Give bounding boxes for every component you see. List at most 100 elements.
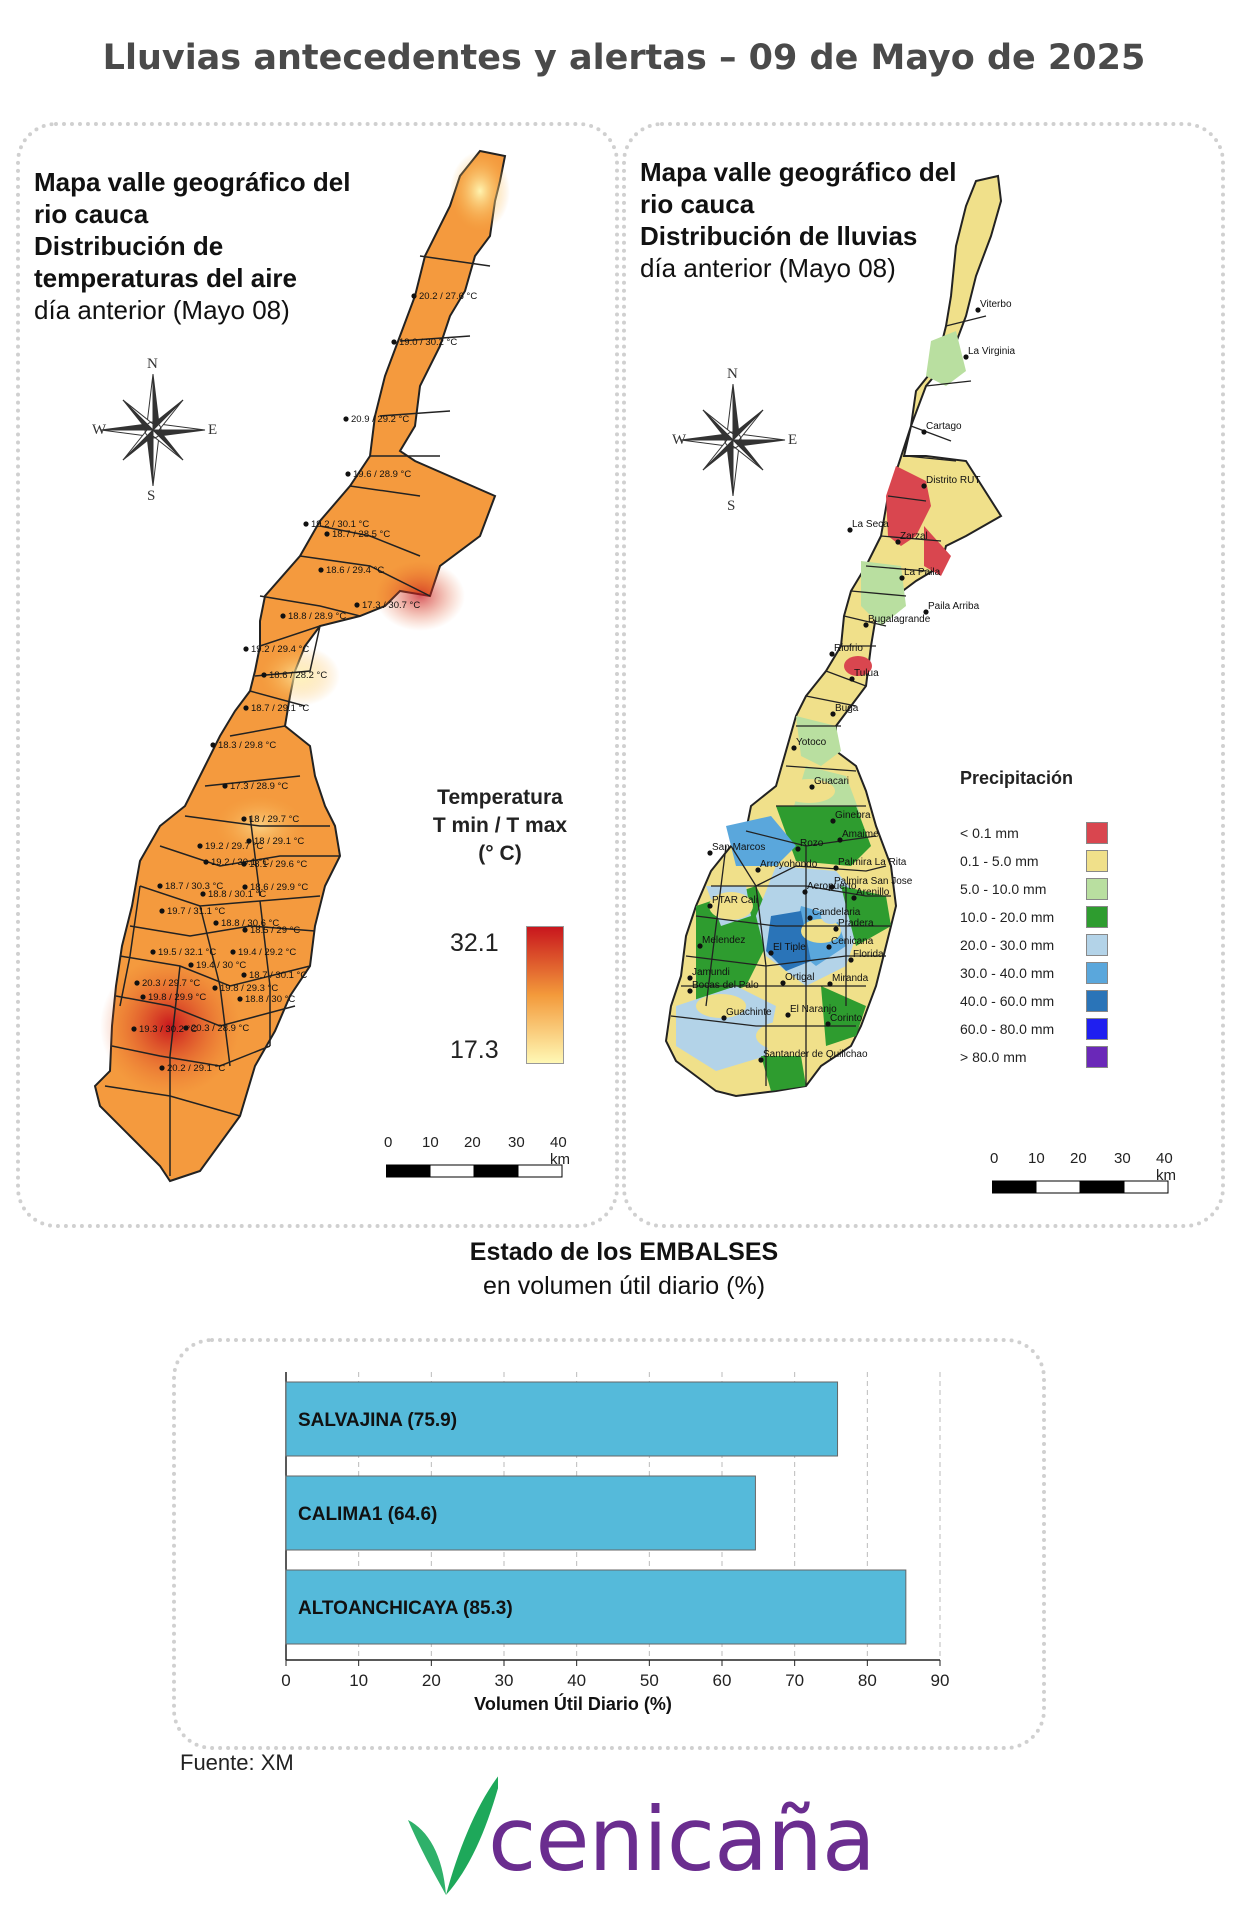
place-dot: [863, 622, 869, 628]
place-label: Distrito RUT: [926, 475, 980, 486]
temp-legend-title-1: Temperatura: [437, 786, 563, 809]
station-dot: [345, 471, 351, 477]
place-label: Amaime: [842, 829, 879, 840]
station-dot: [183, 1025, 189, 1031]
place-dot: [830, 711, 836, 717]
place-label: La Paila: [904, 567, 941, 578]
station-label: 19.2 / 30.1 °C: [311, 519, 369, 530]
station-label: 19.3 / 30.2 °C: [139, 1024, 197, 1035]
station-dot: [242, 927, 248, 933]
precip-legend-swatch: [1086, 878, 1108, 900]
bar-label: CALIMA1 (64.6): [298, 1504, 437, 1525]
place-label: PTAR Cali: [712, 895, 758, 906]
place-label: Ortigal: [785, 972, 814, 983]
reservoirs-subtitle: en volumen útil diario (%): [482, 1272, 766, 1300]
x-tick-label: 10: [349, 1671, 368, 1690]
station-label: 17.3 / 28.9 °C: [230, 781, 288, 792]
place-label: Rozo: [800, 838, 824, 849]
temp-scale-labels: 0 10 20 30 40 km: [384, 1134, 584, 1168]
source-note: Fuente: XM: [180, 1750, 294, 1775]
x-axis-title: Volumen Útil Diario (%): [474, 1693, 672, 1714]
rain-title-line3: Distribución de lluvias: [640, 221, 918, 251]
station-label: 18.8 / 30.6 °C: [221, 918, 279, 929]
precip-legend-swatch: [1086, 822, 1108, 844]
station-label: 18.5 / 29 °C: [250, 925, 300, 936]
station-dot: [318, 567, 324, 573]
station-dot: [237, 996, 243, 1002]
station-dot: [159, 908, 165, 914]
place-label: El Naranjo: [790, 1004, 837, 1015]
station-dot: [157, 883, 163, 889]
precip-legend-item: 5.0 - 10.0 mm: [960, 878, 1120, 902]
precip-legend-swatch: [1086, 934, 1108, 956]
valley-shape-temperature: [93, 149, 507, 1183]
place-dot: [921, 429, 927, 435]
station-dot: [243, 646, 249, 652]
scale-tick-30: 30: [508, 1134, 525, 1151]
station-label: 18.8 / 30 °C: [245, 994, 295, 1005]
place-label: Palmira La Rita: [838, 857, 907, 868]
precip-legend-swatch: [1086, 1018, 1108, 1040]
station-dot: [222, 783, 228, 789]
place-dot: [849, 676, 855, 682]
place-label: Tulua: [854, 668, 879, 679]
station-dot: [210, 742, 216, 748]
station-dot: [243, 705, 249, 711]
place-label: Guacari: [814, 776, 849, 787]
leaf-logo-icon: [408, 1776, 498, 1895]
place-label: La Virginia: [968, 346, 1016, 357]
precip-legend-item: < 0.1 mm: [960, 822, 1120, 846]
precip-legend-label: 0.1 - 5.0 mm: [960, 853, 1039, 869]
place-dot: [833, 926, 839, 932]
station-dot: [159, 1065, 165, 1071]
temperature-map: 20.2 / 27.6 °C 19.0 / 30.2 °C 20.9 / 29.2 …: [93, 149, 510, 1183]
place-dot: [721, 1015, 727, 1021]
x-tick-label: 50: [640, 1671, 659, 1690]
station-label: 20.9 / 29.2 °C: [351, 414, 409, 425]
bar-label: ALTOANCHICAYA (85.3): [298, 1598, 513, 1619]
compass-e-label: E: [208, 422, 218, 438]
station-label: 20.3 / 28.9 °C: [191, 1023, 249, 1034]
place-dot: [758, 1057, 764, 1063]
scale-tick-20: 20: [1070, 1150, 1087, 1167]
station-label: 18.6 / 28.2 °C: [269, 670, 327, 681]
temp-title-line5: día anterior (Mayo 08): [34, 295, 290, 325]
station-label: 18.7 / 29.1 °C: [251, 703, 309, 714]
rain-title-line2: rio cauca: [640, 189, 755, 219]
precip-legend-item: 30.0 - 40.0 mm: [960, 962, 1120, 986]
place-label: Florida: [853, 949, 884, 960]
place-dot: [895, 539, 901, 545]
precip-legend-label: < 0.1 mm: [960, 825, 1019, 841]
place-dot: [802, 889, 808, 895]
place-dot: [791, 745, 797, 751]
temp-title-line1: Mapa valle geográfico del: [34, 167, 351, 197]
place-label: La Seca: [852, 519, 889, 530]
precip-legend-swatch: [1086, 962, 1108, 984]
station-label: 18.8 / 30.1 °C: [208, 889, 266, 900]
scale-tick-10: 10: [422, 1134, 439, 1151]
place-dot: [847, 527, 853, 533]
place-label: Corinto: [830, 1013, 863, 1024]
station-label: 20.2 / 27.6 °C: [419, 291, 477, 302]
place-dot: [795, 846, 801, 852]
place-label: Guachinte: [726, 1007, 772, 1018]
place-label: Riofrio: [834, 643, 863, 654]
x-tick-label: 40: [567, 1671, 586, 1690]
station-dot: [213, 920, 219, 926]
station-dot: [203, 859, 209, 865]
station-label: 19.4 / 29.2 °C: [238, 947, 296, 958]
station-dot: [212, 985, 218, 991]
temp-scale-bar: [386, 1164, 563, 1178]
station-label: 18.7 / 30.3 °C: [165, 881, 223, 892]
place-label: Arenillo: [856, 887, 890, 898]
scale-tick-10: 10: [1028, 1150, 1045, 1167]
compass-rose-icon: N S W E: [670, 366, 800, 516]
scale-tick-30: 30: [1114, 1150, 1131, 1167]
station-label: 18.1 / 29.6 °C: [249, 859, 307, 870]
place-label: Arroyohondo: [760, 859, 818, 870]
precip-legend-item: 20.0 - 30.0 mm: [960, 934, 1120, 958]
precip-legend-label: 20.0 - 30.0 mm: [960, 937, 1055, 953]
temp-legend-max: 32.1: [450, 929, 499, 957]
place-label: Pradera: [838, 918, 874, 929]
reservoirs-chart-panel: 0 10 20 30 40 50 60 70 80 90 SALVAJINA (75.9) CALIM…: [172, 1338, 1046, 1750]
